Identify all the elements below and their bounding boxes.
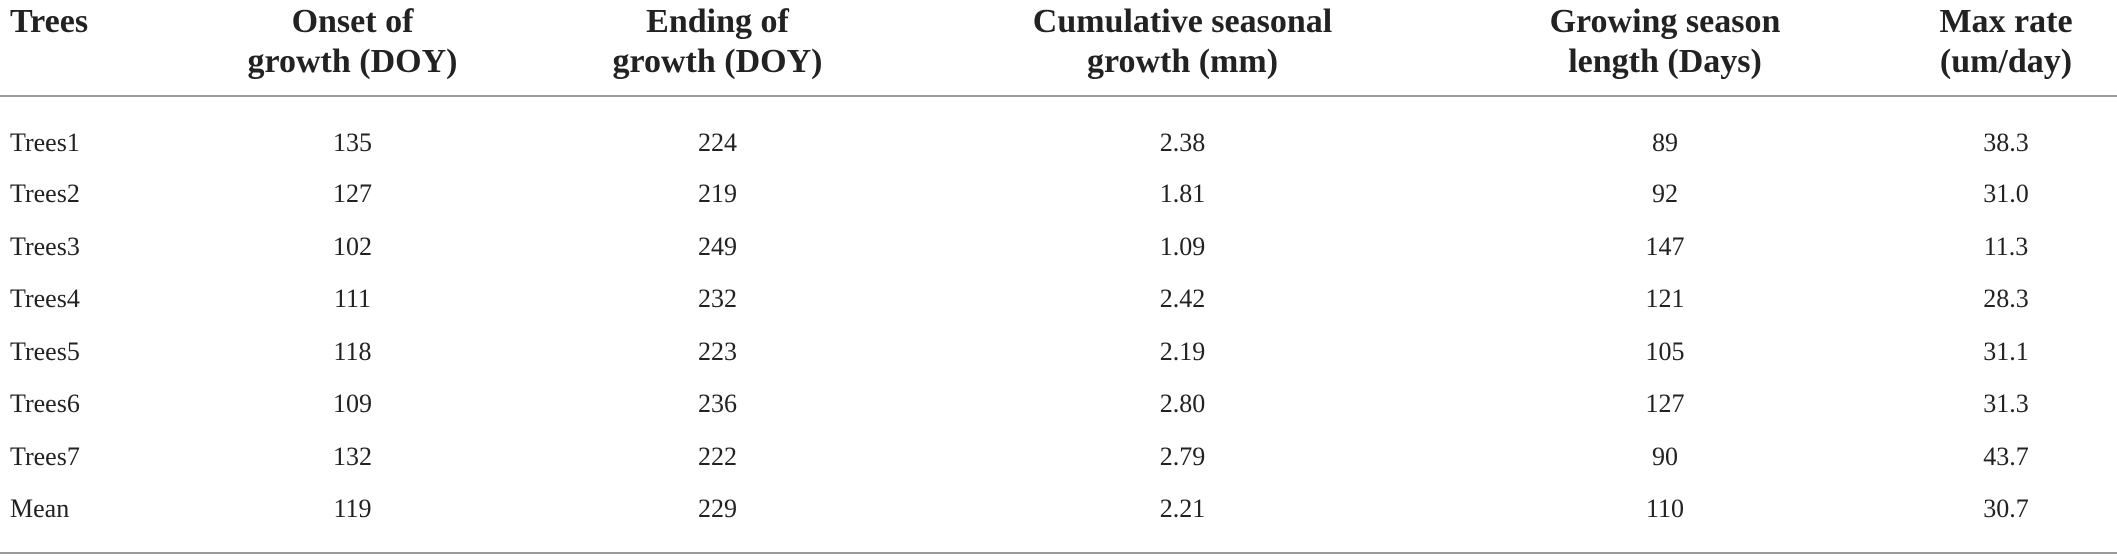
- row-label-cell: Trees5: [10, 336, 80, 366]
- data-cell: 28.3: [1983, 284, 2029, 314]
- table-row: Trees4 111 232 2.42 121 28.3: [0, 273, 2117, 326]
- data-cell: 121: [1645, 284, 1685, 314]
- data-cell: 219: [698, 179, 737, 209]
- data-cell: 135: [333, 127, 372, 157]
- column-header-line1: Cumulative seasonal: [1032, 3, 1333, 40]
- column-header-2: Ending of growth (DOY): [505, 0, 930, 97]
- data-cell: 38.3: [1983, 127, 2029, 157]
- column-header-line1: Ending of: [646, 3, 789, 40]
- data-cell: 102: [333, 231, 372, 261]
- data-cell: 90: [1652, 441, 1678, 471]
- data-cell: 147: [1645, 231, 1685, 261]
- data-cell: 119: [333, 494, 372, 524]
- data-cell: 105: [1645, 336, 1685, 366]
- data-cell: 118: [333, 336, 372, 366]
- data-cell: 132: [333, 441, 372, 471]
- column-header-line2: growth (DOY): [247, 43, 458, 80]
- data-cell: 2.42: [1159, 284, 1206, 314]
- data-cell: 92: [1652, 179, 1678, 209]
- column-header-0: Trees: [0, 0, 200, 97]
- row-label-cell: Trees6: [10, 389, 80, 419]
- table-bottom-rule: [0, 552, 2117, 554]
- table-row: Trees1 135 224 2.38 89 38.3: [0, 96, 2117, 168]
- data-cell: 2.21: [1159, 494, 1206, 524]
- column-header-line1: Max rate: [1939, 3, 2073, 40]
- data-cell: 127: [1645, 389, 1685, 419]
- data-cell: 127: [333, 179, 372, 209]
- table-row: Trees3 102 249 1.09 147 11.3: [0, 221, 2117, 274]
- data-cell: 31.3: [1983, 389, 2029, 419]
- data-cell: 110: [1645, 494, 1685, 524]
- data-cell: 229: [698, 494, 737, 524]
- row-label-cell: Trees2: [10, 179, 80, 209]
- data-cell: 232: [698, 284, 737, 314]
- data-cell: 1.81: [1159, 179, 1206, 209]
- column-header-1: Onset of growth (DOY): [200, 0, 505, 97]
- table-header: Trees Onset of growth (DOY) Ending of growth…: [0, 0, 2117, 97]
- column-header-line1: Growing season: [1549, 3, 1781, 40]
- growth-table: Trees Onset of growth (DOY) Ending of growth…: [0, 0, 2117, 536]
- data-cell: 11.3: [1983, 231, 2029, 261]
- table-body: Trees1 135 224 2.38 89 38.3 Trees2 127 219 1.81 92…: [0, 96, 2117, 536]
- table-row: Trees2 127 219 1.81 92 31.0: [0, 168, 2117, 221]
- table-row: Trees7 132 222 2.79 90 43.7: [0, 431, 2117, 484]
- column-header-3: Cumulative seasonal growth (mm): [930, 0, 1435, 97]
- data-cell: 1.09: [1159, 231, 1206, 261]
- column-header-4: Growing season length (Days): [1435, 0, 1895, 97]
- data-cell: 30.7: [1983, 494, 2029, 524]
- table-row: Trees6 109 236 2.80 127 31.3: [0, 378, 2117, 431]
- data-cell: 2.38: [1159, 127, 1206, 157]
- column-header-line2: growth (DOY): [612, 43, 823, 80]
- table-row: Trees5 118 223 2.19 105 31.1: [0, 326, 2117, 379]
- row-label-cell: Trees1: [10, 127, 80, 157]
- column-header-line2: length (Days): [1568, 43, 1762, 80]
- row-label-cell: Trees3: [10, 231, 80, 261]
- data-cell: 249: [698, 231, 737, 261]
- data-cell: 31.0: [1983, 179, 2029, 209]
- data-cell: 31.1: [1983, 336, 2029, 366]
- data-cell: 111: [333, 284, 372, 314]
- row-label-cell: Trees7: [10, 441, 80, 471]
- data-cell: 89: [1652, 127, 1678, 157]
- column-header-line2: growth (mm): [1086, 43, 1279, 80]
- data-cell: 2.79: [1159, 441, 1206, 471]
- row-label-cell: Mean: [10, 494, 70, 524]
- header-row: Trees Onset of growth (DOY) Ending of growth…: [0, 0, 2117, 97]
- column-header-line1: Onset of: [291, 3, 414, 40]
- data-cell: 43.7: [1983, 441, 2029, 471]
- data-cell: 236: [698, 389, 737, 419]
- data-cell: 222: [698, 441, 737, 471]
- row-label-cell: Trees4: [10, 284, 80, 314]
- data-cell: 109: [333, 389, 372, 419]
- data-cell: 223: [698, 336, 737, 366]
- table-row: Mean 119 229 2.21 110 30.7: [0, 483, 2117, 536]
- column-header-5: Max rate (um/day): [1895, 0, 2117, 97]
- data-cell: 2.19: [1159, 336, 1206, 366]
- data-cell: 224: [698, 127, 737, 157]
- data-cell: 2.80: [1159, 389, 1206, 419]
- column-header-line1: Trees: [10, 3, 89, 40]
- column-header-line2: (um/day): [1939, 43, 2073, 80]
